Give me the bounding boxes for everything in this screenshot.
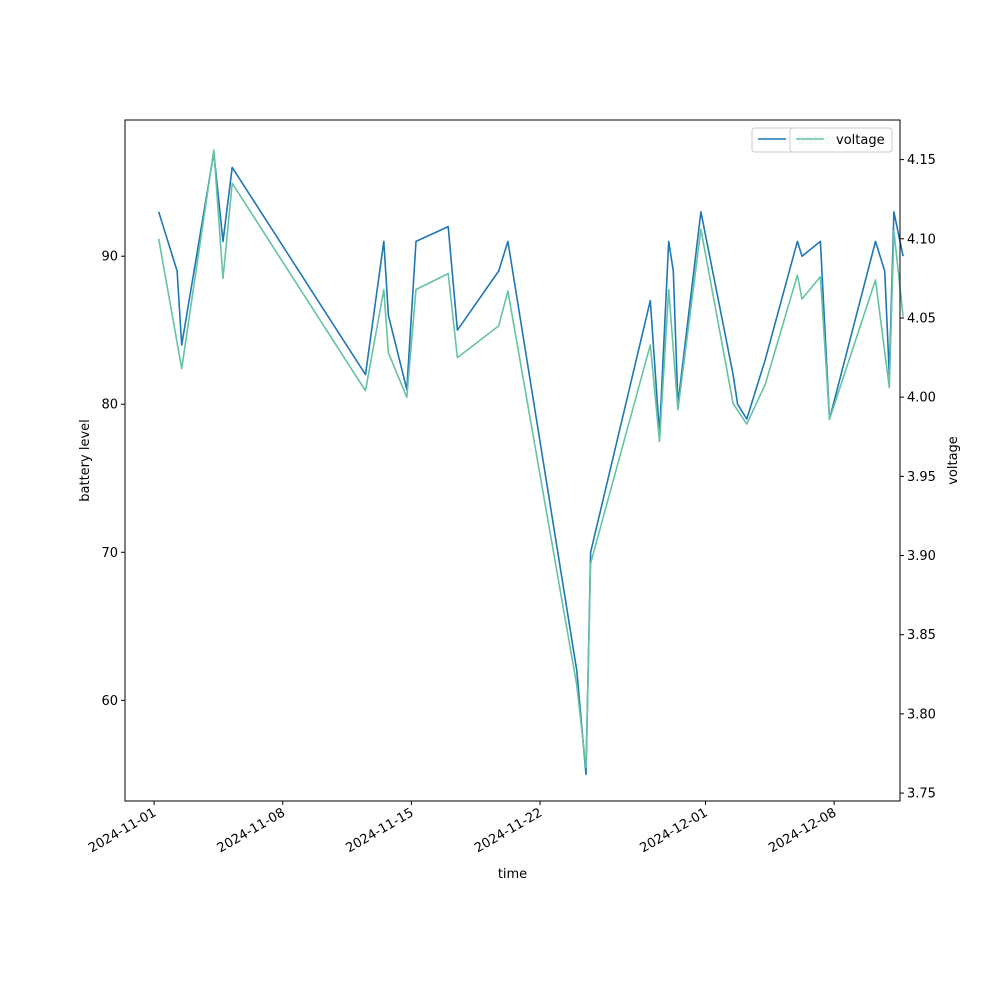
y-axis-right-label: voltage [946, 436, 961, 485]
legend-label-voltage: voltage [836, 133, 885, 148]
y-left-tick-label: 60 [101, 694, 118, 709]
y-right-tick-label: 3.95 [907, 470, 936, 485]
y-axis-left: 60 70 80 90 [101, 250, 125, 709]
series-line-battery [157, 151, 904, 776]
series-layer [157, 149, 904, 776]
x-tick-label: 2024-11-01 [86, 805, 159, 856]
y-axis-right: 3.75 3.80 3.85 3.90 3.95 4.00 4.05 4.10 4.15 [900, 153, 936, 802]
x-tick-label: 2024-11-22 [472, 805, 545, 856]
y-right-tick-label: 4.00 [907, 391, 936, 406]
legend: batteryvoltage [751, 127, 893, 153]
y-right-tick-label: 4.10 [907, 232, 936, 247]
legend-box-voltage [789, 127, 893, 153]
y-right-tick-label: 4.05 [907, 311, 936, 326]
y-left-tick-label: 70 [101, 546, 118, 561]
x-axis: 2024-11-01 2024-11-08 2024-11-15 2024-11-22… [86, 801, 839, 856]
x-tick-label: 2024-12-01 [638, 805, 711, 856]
x-tick-label: 2024-11-08 [215, 805, 288, 856]
y-right-tick-label: 3.75 [907, 787, 936, 802]
y-left-tick-label: 80 [101, 398, 118, 413]
x-axis-label: time [498, 867, 527, 882]
series-line-voltage [157, 149, 904, 769]
x-tick-label: 2024-11-15 [343, 805, 416, 856]
y-axis-left-label: battery level [78, 419, 93, 502]
plot-frame [124, 119, 901, 802]
y-right-tick-label: 4.15 [907, 153, 936, 168]
y-right-tick-label: 3.90 [907, 549, 936, 564]
y-right-tick-label: 3.85 [907, 628, 936, 643]
x-tick-label: 2024-12-08 [766, 805, 839, 856]
y-left-tick-label: 90 [101, 250, 118, 265]
y-right-tick-label: 3.80 [907, 707, 936, 722]
